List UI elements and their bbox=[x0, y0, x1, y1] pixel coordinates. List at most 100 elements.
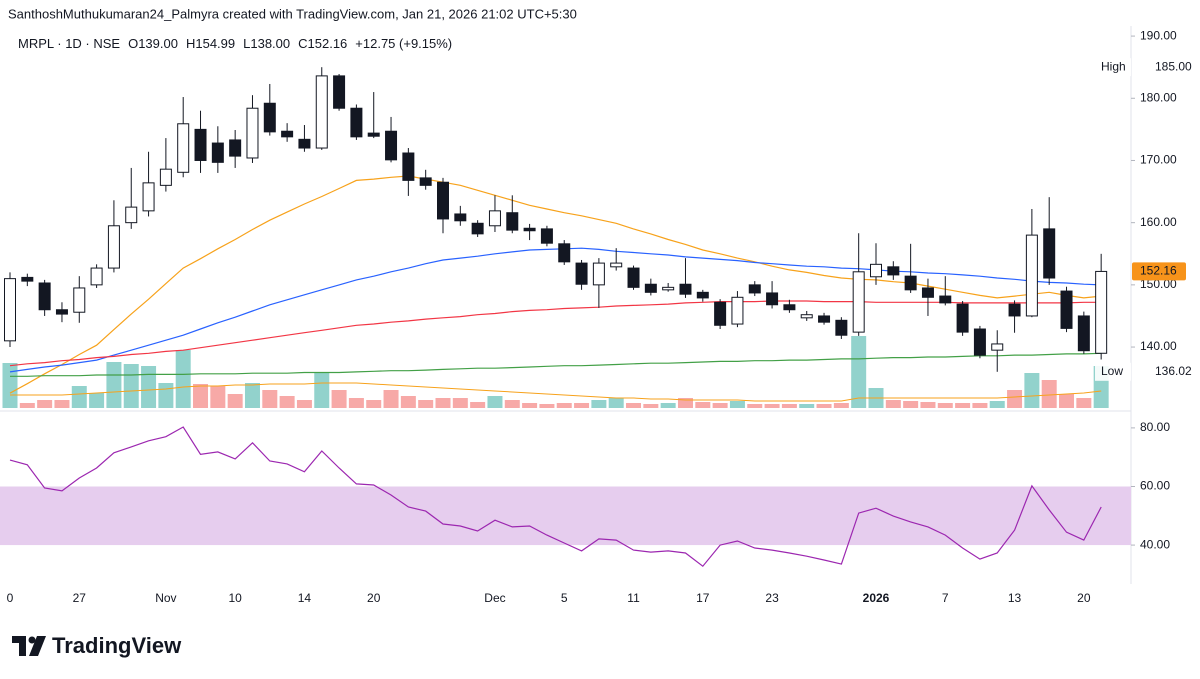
symbol: MRPL · 1D · NSE bbox=[18, 36, 120, 51]
volume-bar bbox=[193, 384, 209, 408]
x-tick-label: 0 bbox=[7, 591, 14, 605]
candle-body bbox=[575, 262, 588, 285]
candle-body bbox=[350, 107, 363, 138]
candle-body bbox=[107, 225, 120, 269]
candle-body bbox=[973, 328, 986, 356]
last-price-label: 152.16 bbox=[1140, 264, 1177, 278]
volume-bar bbox=[937, 403, 953, 408]
candle-body bbox=[281, 130, 294, 138]
rsi-band bbox=[0, 486, 1131, 546]
volume-bar bbox=[626, 403, 642, 408]
moving-average bbox=[9, 175, 1102, 394]
x-tick-label: 20 bbox=[367, 591, 381, 605]
logo bbox=[12, 636, 46, 656]
candle-body bbox=[956, 303, 969, 333]
candle-body bbox=[506, 212, 519, 231]
volume-bar bbox=[539, 404, 555, 408]
candle-body bbox=[142, 182, 155, 212]
x-tick-label: 20 bbox=[1077, 591, 1091, 605]
candle-body bbox=[1008, 303, 1021, 317]
candle-body bbox=[246, 107, 259, 159]
candle-body bbox=[1025, 234, 1038, 317]
candle-body bbox=[558, 243, 571, 263]
volume-bar bbox=[712, 403, 728, 408]
x-tick-label: 14 bbox=[298, 591, 312, 605]
volume-bar bbox=[175, 350, 191, 408]
candle-body bbox=[800, 314, 813, 319]
volume-bar bbox=[556, 403, 572, 408]
change: +12.75 (+9.15%) bbox=[355, 36, 452, 51]
volume-bar bbox=[418, 400, 434, 408]
volume-bar bbox=[764, 404, 780, 408]
candle-body bbox=[921, 287, 934, 298]
y-tick-label: 150.00 bbox=[1140, 277, 1177, 291]
volume-bar bbox=[851, 336, 867, 408]
candle-body bbox=[1077, 315, 1090, 352]
candle-body bbox=[887, 266, 900, 276]
volume-bar bbox=[19, 403, 35, 408]
marker-value-box bbox=[1134, 362, 1190, 381]
candle-body bbox=[523, 227, 536, 232]
volume-bar bbox=[227, 394, 243, 408]
volume-bar bbox=[729, 401, 745, 408]
candle-body bbox=[159, 168, 172, 186]
volume-bar bbox=[608, 398, 624, 408]
candle-body bbox=[333, 75, 346, 109]
candle-body bbox=[437, 181, 449, 220]
ohlc-open: O139.00 bbox=[128, 36, 178, 51]
candle-body bbox=[939, 295, 952, 304]
volume-bar bbox=[522, 403, 538, 408]
candle-body bbox=[835, 319, 848, 336]
candle-body bbox=[1095, 270, 1108, 354]
volume-bar bbox=[885, 400, 901, 408]
ohlc-high: H154.99 bbox=[186, 36, 235, 51]
candle-body bbox=[229, 139, 242, 157]
volume-bar bbox=[106, 362, 122, 408]
volume-bar bbox=[279, 396, 295, 408]
volume-bar bbox=[972, 403, 988, 408]
volume-bar bbox=[435, 398, 451, 408]
volume-bar bbox=[989, 401, 1005, 408]
marker-value: 185.00 bbox=[1155, 59, 1192, 73]
volume-bar bbox=[366, 400, 382, 408]
candle-body bbox=[766, 292, 779, 306]
y-tick-label: 170.00 bbox=[1140, 153, 1177, 167]
candle-body bbox=[627, 267, 640, 288]
candle-body bbox=[731, 296, 744, 325]
ohlc-low: L138.00 bbox=[243, 36, 290, 51]
x-tick-label: 10 bbox=[228, 591, 242, 605]
last-price-box bbox=[1132, 262, 1186, 281]
volume-bar bbox=[1076, 398, 1092, 408]
marker-box bbox=[1095, 58, 1131, 77]
candle-body bbox=[644, 283, 657, 293]
brand: TradingView bbox=[52, 633, 182, 658]
candle-body bbox=[454, 213, 467, 222]
volume-bar bbox=[833, 403, 849, 408]
candle-body bbox=[471, 222, 484, 235]
attribution: SanthoshMuthukumaran24_Palmyra created w… bbox=[8, 6, 577, 21]
x-tick-label: 11 bbox=[627, 591, 640, 605]
candle-body bbox=[55, 309, 68, 315]
volume-bar bbox=[660, 403, 676, 408]
volume-bar bbox=[695, 402, 711, 408]
volume-ma bbox=[10, 382, 1102, 402]
candle-body bbox=[1043, 228, 1056, 279]
volume-bar bbox=[244, 383, 260, 408]
volume-bar bbox=[123, 364, 139, 408]
candle-body bbox=[783, 304, 796, 311]
y-tick-label: 160.00 bbox=[1140, 215, 1177, 229]
candle-body bbox=[592, 262, 605, 286]
candle-body bbox=[315, 75, 328, 149]
marker-value-box bbox=[1134, 58, 1190, 77]
candle-body bbox=[904, 275, 917, 291]
rsi-tick-label: 60.00 bbox=[1140, 479, 1170, 493]
candle-body bbox=[73, 287, 86, 313]
volume-bar bbox=[296, 400, 312, 408]
marker-label: High bbox=[1101, 59, 1126, 73]
volume-bar bbox=[574, 403, 590, 408]
candle-body bbox=[367, 132, 380, 137]
volume-bar bbox=[348, 398, 364, 408]
candle-body bbox=[991, 343, 1004, 351]
